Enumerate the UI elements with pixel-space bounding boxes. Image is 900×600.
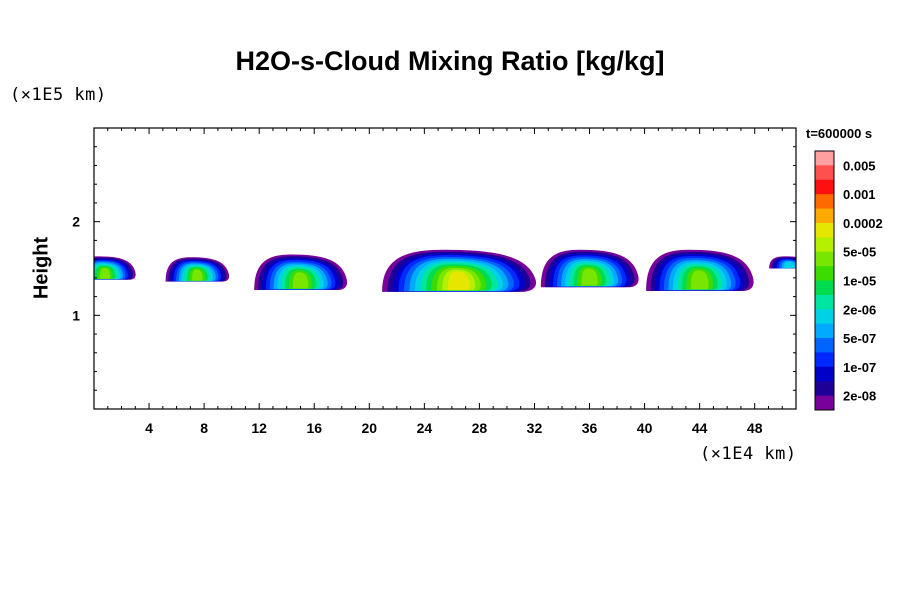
colorbar-label: 2e-06 — [843, 302, 876, 317]
colorbar-swatch — [815, 323, 834, 339]
colorbar-swatch — [815, 280, 834, 296]
chart-title: H2O-s-Cloud Mixing Ratio [kg/kg] — [235, 46, 665, 76]
colorbar-label: 5e-07 — [843, 331, 876, 346]
colorbar-swatch — [815, 352, 834, 368]
colorbar-frame — [814, 150, 835, 411]
x-tick-label: 48 — [747, 420, 763, 436]
cloud-contour — [581, 268, 598, 286]
colorbar-label: 1e-05 — [843, 274, 876, 289]
colorbar-swatch — [815, 366, 834, 382]
colorbar-swatch — [815, 194, 834, 210]
x-tick-label: 44 — [692, 420, 708, 436]
time-label: t=600000 s — [806, 126, 873, 141]
cloud-contour — [292, 272, 309, 289]
colorbar-swatch — [815, 208, 834, 224]
colorbar-swatch — [815, 165, 834, 181]
cloud-contour — [784, 261, 795, 269]
cloud-contour — [191, 269, 203, 281]
cloud-contour — [99, 268, 111, 279]
colorbar-label: 5e-05 — [843, 245, 876, 260]
x-tick-label: 16 — [306, 420, 322, 436]
y-tick-label: 1 — [72, 307, 80, 323]
x-tick-label: 24 — [417, 420, 433, 436]
colorbar-swatch — [815, 151, 834, 166]
x-tick-label: 28 — [472, 420, 488, 436]
colorbar-label: 2e-08 — [843, 389, 876, 404]
colorbar-swatch — [815, 266, 834, 281]
colorbar-swatch — [815, 251, 834, 267]
colorbar-label: 0.001 — [843, 187, 876, 202]
colorbar-swatch — [815, 179, 834, 195]
x-tick-label: 40 — [637, 420, 653, 436]
y-axis-unit: (×1E5 km) — [10, 85, 107, 105]
x-tick-label: 12 — [251, 420, 267, 436]
plot-frame — [93, 127, 797, 410]
colorbar-swatch — [815, 381, 834, 397]
colorbar-label: 1e-07 — [843, 360, 876, 375]
x-tick-label: 36 — [582, 420, 598, 436]
y-tick-label: 2 — [72, 214, 80, 230]
colorbar-swatch — [815, 309, 834, 325]
colorbar-label: 0.005 — [843, 158, 876, 173]
colorbar-swatch — [815, 338, 834, 353]
cloud-field — [94, 249, 796, 292]
x-tick-label: 20 — [362, 420, 378, 436]
colorbar-swatch — [815, 294, 834, 310]
x-axis-unit: (×1E4 km) — [700, 444, 797, 464]
colorbar-swatch — [815, 395, 834, 411]
cloud-contour — [690, 270, 709, 290]
colorbar-swatch — [815, 222, 834, 238]
cloud-contour — [447, 271, 470, 291]
x-tick-label: 32 — [527, 420, 543, 436]
x-tick-label: 8 — [200, 420, 208, 436]
colorbar-label: 0.0002 — [843, 216, 883, 231]
colorbar-swatch — [815, 237, 834, 253]
x-tick-label: 4 — [145, 420, 153, 436]
colorbar: 0.005 0.001 0.0002 5e-05 1e-05 2e-06 5e-07 1e-0… — [814, 150, 883, 411]
